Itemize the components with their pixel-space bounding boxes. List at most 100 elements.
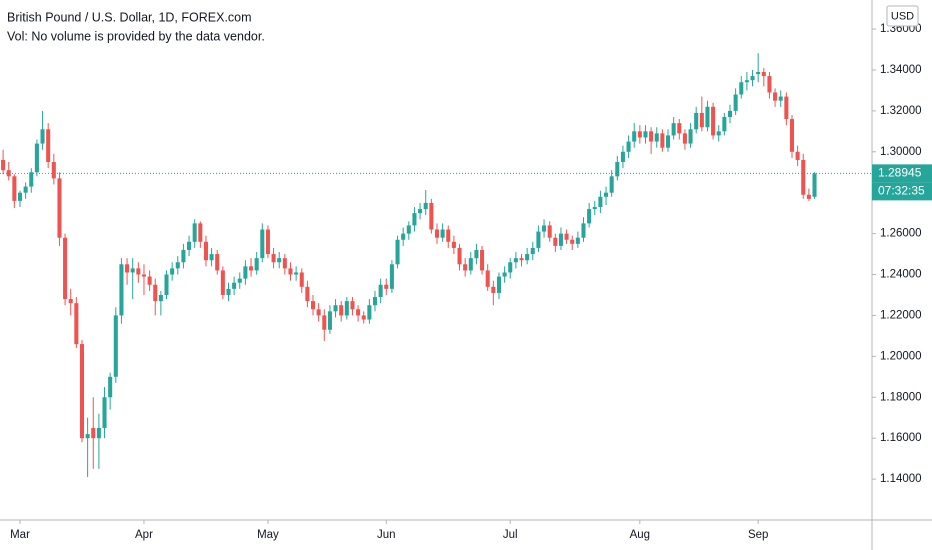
currency-label: USD: [891, 10, 914, 22]
candle-body: [485, 270, 490, 287]
candle-body: [699, 112, 704, 128]
candle-body: [170, 268, 175, 275]
candle-body: [519, 258, 524, 261]
candle-body: [632, 131, 637, 142]
x-tick-label: Sep: [748, 529, 768, 541]
candle-body: [113, 315, 118, 377]
candle-body: [175, 262, 180, 269]
candle-body: [209, 254, 214, 261]
candle-body: [96, 427, 101, 439]
candle-body: [203, 241, 208, 261]
candle-body: [525, 254, 530, 261]
candle-body: [51, 162, 56, 179]
x-tick-label: Mar: [10, 529, 30, 541]
candle-body: [198, 223, 203, 242]
candle-body: [412, 213, 417, 226]
x-tick-label: Jul: [503, 529, 518, 541]
candle-body: [423, 202, 428, 210]
candle-body: [474, 249, 479, 259]
x-tick-label: Apr: [135, 529, 153, 541]
candle-body: [356, 309, 361, 316]
candle-body: [406, 225, 411, 234]
last-price-box: [872, 164, 932, 183]
candle-body: [361, 315, 366, 320]
candle-body: [367, 305, 372, 320]
candle-body: [570, 239, 575, 244]
candle-body: [34, 143, 39, 173]
candle-body: [801, 159, 806, 195]
candle-body: [254, 258, 259, 271]
candle-body: [789, 119, 795, 152]
candle-body: [401, 233, 406, 240]
x-tick-label: Aug: [630, 529, 650, 541]
candle-body: [434, 229, 440, 238]
candle-body: [74, 303, 79, 345]
candle-body: [508, 262, 513, 273]
candle-body: [271, 254, 276, 263]
countdown-label: 07:32:35: [878, 184, 925, 198]
candle-body: [558, 233, 563, 246]
candle-body: [327, 311, 332, 330]
candle-body: [232, 282, 237, 289]
x-tick-label: May: [257, 529, 279, 541]
countdown-box: [872, 182, 932, 201]
candle-body: [350, 301, 355, 310]
last-price-label: 1.28945: [878, 166, 922, 180]
candle-body: [564, 233, 569, 240]
y-tick-label: 1.32000: [880, 105, 922, 117]
candle-body: [677, 123, 682, 134]
candle-body: [102, 397, 107, 428]
candle-body: [153, 284, 158, 302]
candle-body: [68, 299, 73, 304]
overlay: British Pound / U.S. Dollar, 1D, FOREX.c…: [7, 5, 932, 201]
candle-body: [513, 258, 518, 263]
candle-body: [536, 231, 541, 248]
candle-body: [220, 270, 225, 295]
candle-body: [727, 110, 733, 118]
y-tick-label: 1.30000: [880, 146, 922, 158]
candle-body: [744, 80, 749, 83]
candle-body: [305, 286, 310, 302]
y-tick-label: 1.24000: [880, 269, 922, 281]
candle-body: [299, 272, 304, 287]
candle-body: [654, 133, 659, 142]
candle-body: [581, 223, 586, 238]
candle-body: [587, 209, 592, 224]
candle-body: [418, 209, 423, 214]
candle-body: [778, 96, 783, 101]
candle-body: [12, 176, 17, 201]
candle-body: [29, 172, 34, 187]
candle-body: [187, 241, 192, 250]
candle-body: [660, 133, 665, 148]
candle-body: [260, 229, 265, 259]
candle-body: [79, 344, 85, 439]
candle-body: [310, 301, 316, 310]
candle-body: [733, 94, 738, 111]
candle-body: [688, 129, 693, 144]
candle-body: [288, 268, 293, 275]
candle-body: [722, 117, 727, 132]
candle-body: [440, 229, 445, 238]
candle-body: [265, 229, 270, 255]
candle-body: [705, 106, 710, 128]
candle-body: [575, 237, 580, 244]
currency-box: [886, 5, 919, 27]
candle-body: [750, 76, 755, 81]
candle-body: [553, 237, 558, 246]
candle-body: [711, 106, 716, 136]
candle-body: [141, 274, 147, 277]
candle-body: [344, 301, 349, 316]
candle-body: [91, 427, 96, 439]
candle-body: [23, 186, 28, 193]
candle-body: [125, 264, 130, 273]
candle-body: [446, 229, 451, 242]
candle-body: [378, 284, 383, 298]
candle-body: [637, 131, 642, 138]
candle-body: [384, 284, 389, 289]
candle-body: [136, 268, 141, 275]
candle-body: [215, 254, 220, 271]
candle-body: [463, 264, 468, 271]
candle-body: [316, 309, 321, 316]
candle-body: [626, 141, 631, 152]
